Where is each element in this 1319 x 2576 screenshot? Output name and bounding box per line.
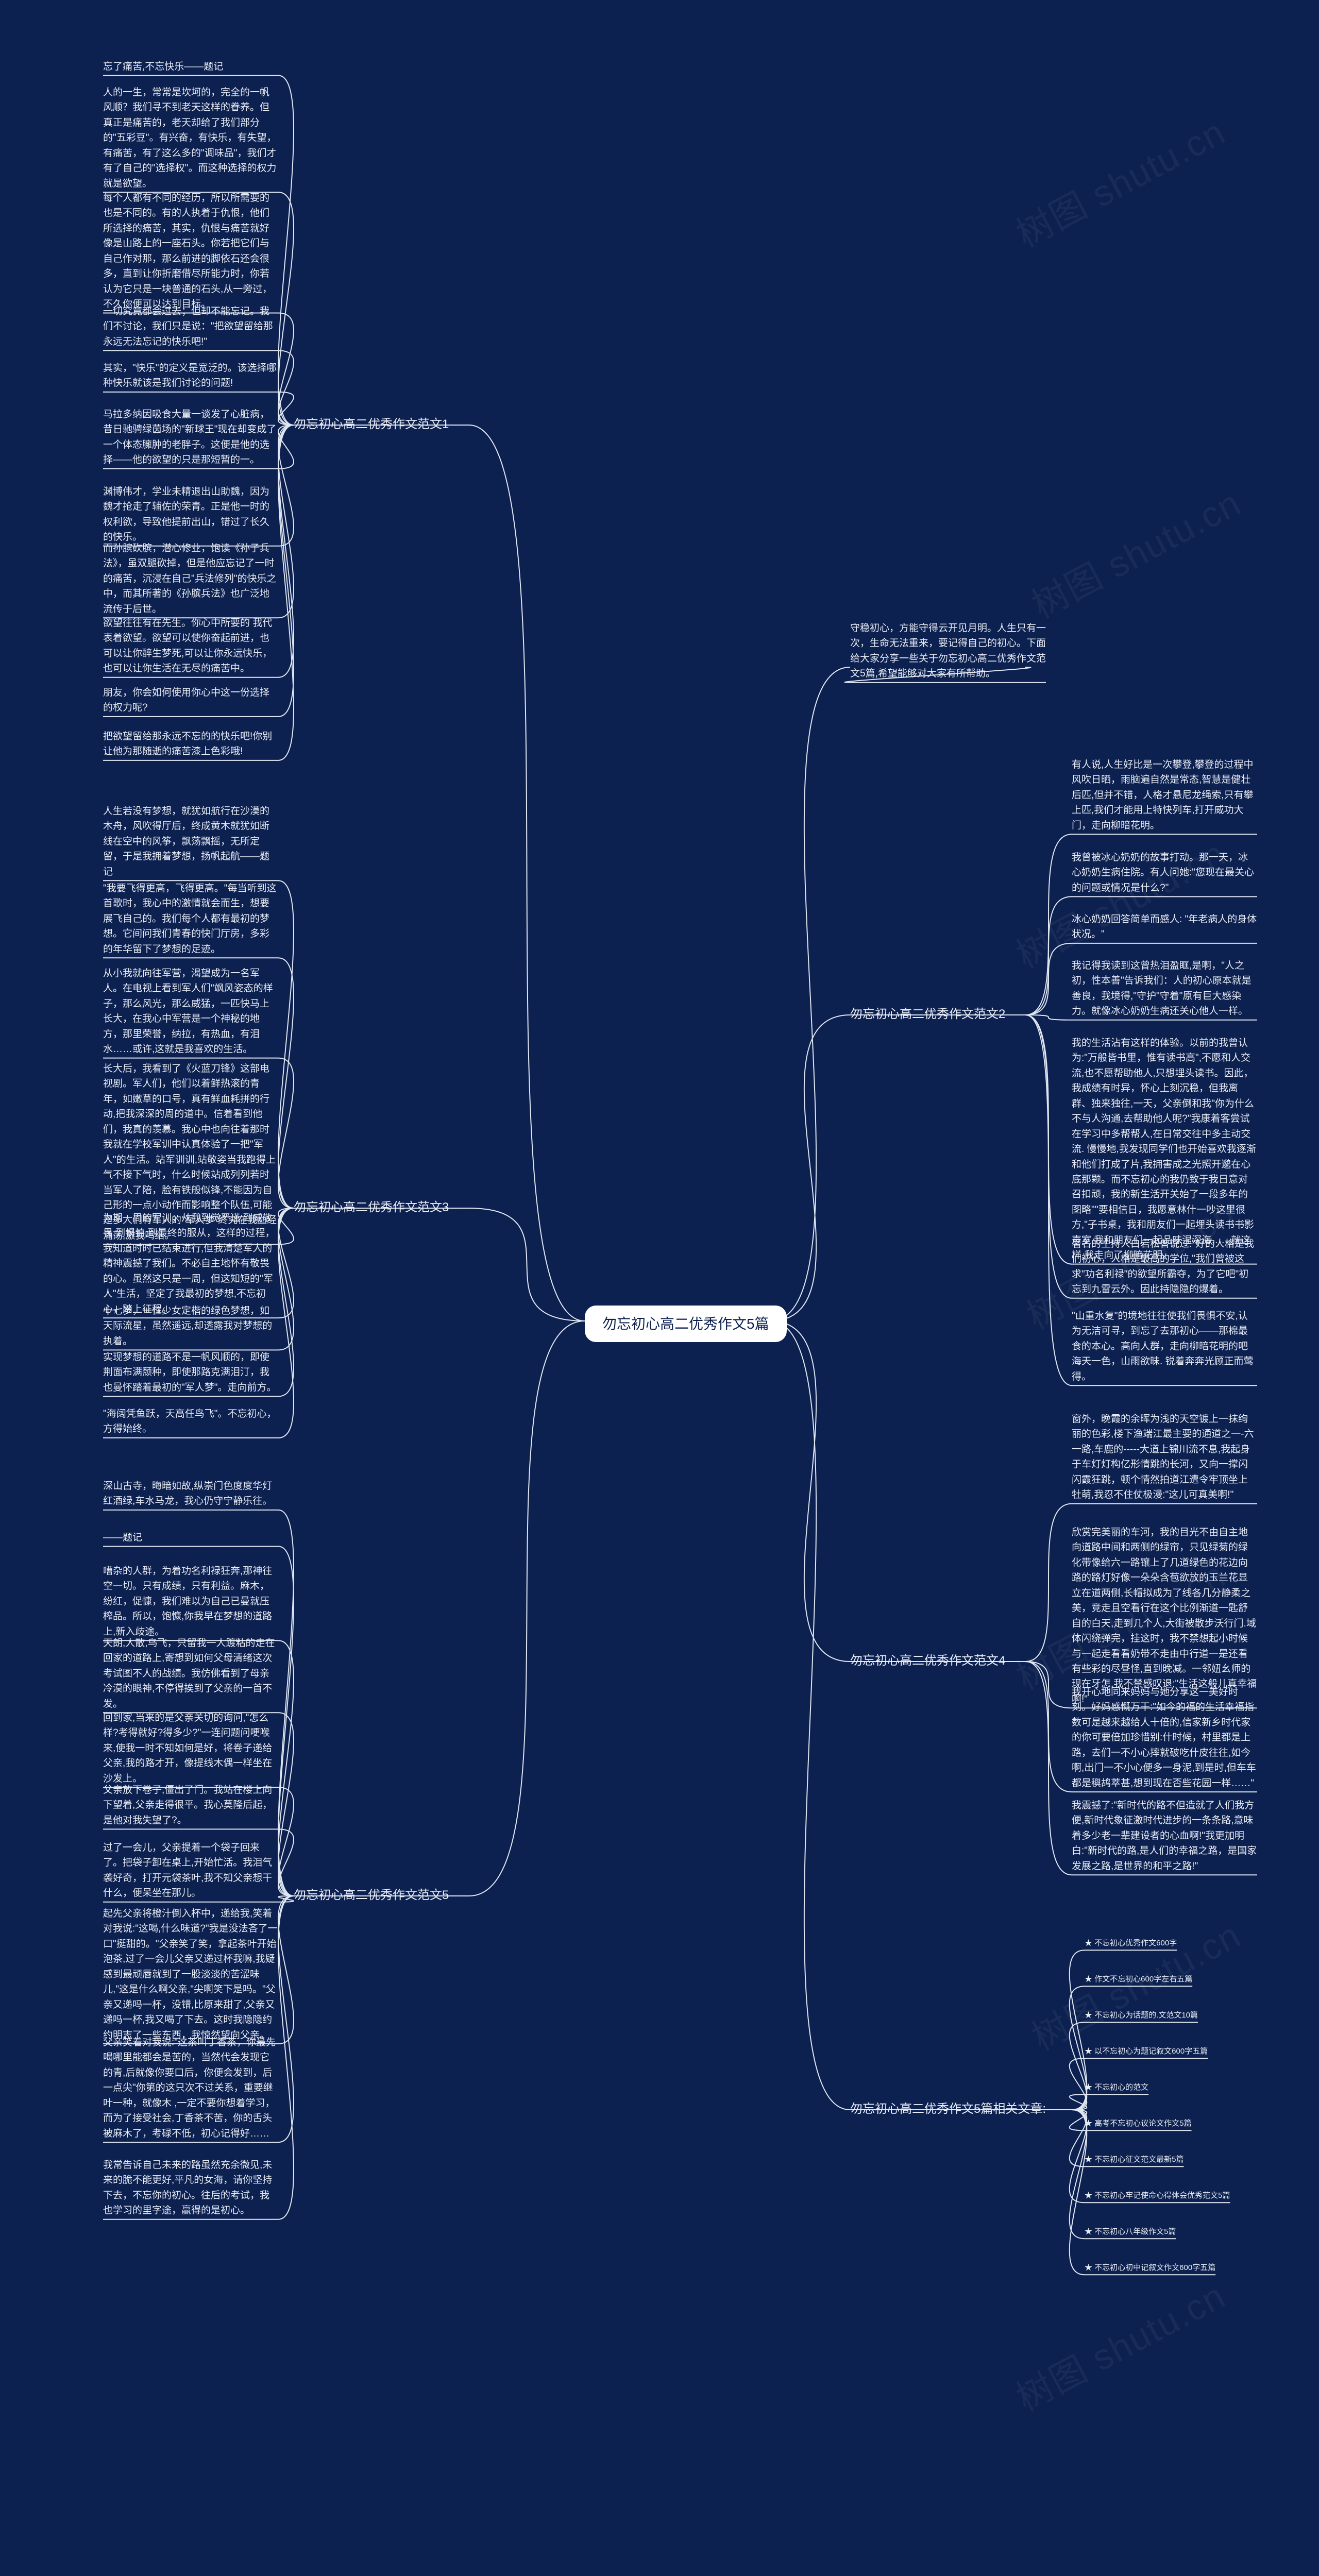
root-node: 勿忘初心高二优秀作文5篇 xyxy=(585,1306,787,1342)
related-link[interactable]: ★ 作文不忘初心600字左右五篇 xyxy=(1085,1973,1192,1985)
root-label: 勿忘初心高二优秀作文5篇 xyxy=(602,1316,769,1332)
leaf-node: 守稳初心，方能守得云开见月明。人生只有一次，生命无法重来，要记得自己的初心。下面… xyxy=(850,621,1046,682)
branch-node: 勿忘初心高二优秀作文5篇相关文章: xyxy=(850,2099,1046,2119)
leaf-node: "我要飞得更高，飞得更高。"每当听到这首歌时，我心中的激情就会而生，想要展飞自己… xyxy=(103,881,278,957)
leaf-node: 冰心奶奶回答简单而感人: "年老病人的身体状况。" xyxy=(1072,912,1257,942)
leaf-node: 从小我就向往军营，渴望成为一名军人。在电视上看到军人们"飒风姿态的样子，那么风光… xyxy=(103,966,278,1057)
related-link[interactable]: ★ 不忘初心的范文 xyxy=(1085,2081,1148,2093)
branch-node: 勿忘初心高二优秀作文范文1 xyxy=(294,415,449,434)
related-link[interactable]: ★ 不忘初心初中记叙文作文600字五篇 xyxy=(1085,2262,1215,2274)
related-link[interactable]: ★ 不忘初心征文范文最新5篇 xyxy=(1085,2154,1184,2165)
leaf-node: 我曾被冰心奶奶的故事打动。那一天，冰心奶奶生病住院。有人问她:"您现在最关心的问… xyxy=(1072,850,1257,895)
leaf-node: 把欲望留给那永远不忘的的快乐吧!你别让他为那随逝的痛苦漆上色彩哦! xyxy=(103,729,278,759)
leaf-node: "海阔凭鱼跃，天高任鸟飞"。不忘初心，方得始终。 xyxy=(103,1406,278,1437)
watermark: 树图 shutu.cn xyxy=(1021,474,1248,629)
leaf-node: 人生若没有梦想，就犹如航行在沙漠的木舟，风吹得厅后，终成黄木就犹如断线在空中的风… xyxy=(103,804,278,879)
leaf-node: 著名的主持人白岩松曾说过:"好的人格是我们初心，人格是最高的学位,"我们曾被这求… xyxy=(1072,1236,1257,1297)
leaf-node: 欲望往往有在先生。你心中所要的 我代表着欲望。欲望可以使你奋起前进，也可以让你醉… xyxy=(103,616,278,676)
leaf-node: 马拉多纳因吸食大量一谈发了心脏病，昔日驰骋绿茵场的"新球王"现在却变成了一个体态… xyxy=(103,407,278,468)
leaf-node: 父亲笑着对我说:"这茶叫丁香茶，你最先喝哪里能都会是苦的，当然代会发现它的青,后… xyxy=(103,2035,278,2141)
watermark: 树图 shutu.cn xyxy=(1006,825,1233,979)
leaf-node: 欣赏完美丽的车河，我的目光不由自主地向道路中间和两侧的绿帘，只见绿菊的绿化带像给… xyxy=(1072,1525,1257,1707)
leaf-node: 其实，"快乐"的定义是宽泛的。该选择哪种快乐就该是我们讨论的问题! xyxy=(103,361,278,391)
leaf-node: 回到家,当来的是父亲关切的询问,"怎么样?考得就好?得多少?"一连问题问哽喉来,… xyxy=(103,1710,278,1786)
related-link[interactable]: ★ 以不忘初心为题记叙文600字五篇 xyxy=(1085,2045,1208,2057)
leaf-node: 我震撼了:"新时代的路不但造就了人们我方便,新时代象征激时代进步的一条条路,意味… xyxy=(1072,1798,1257,1874)
leaf-node: 我常告诉自己未来的路虽然充余微见,未来的脆不能更好,平凡的女海，请你坚持下去，不… xyxy=(103,2158,278,2218)
related-link[interactable]: ★ 高考不忘初心议论文作文5篇 xyxy=(1085,2117,1192,2129)
leaf-node: 朋友，你会如何使用你心中这一份选择的权力呢? xyxy=(103,685,278,716)
leaf-node: "山重水复"的境地往往使我们畏惧不安,认为无洁可寻，到忘了去那初心——那棉最食的… xyxy=(1072,1309,1257,1384)
watermark: 树图 shutu.cn xyxy=(1006,2267,1233,2421)
leaf-node: 嘈杂的人群，为着功名利禄狂奔,那神往空一切。只有成绩，只有利益。麻木，纷红，促慷… xyxy=(103,1564,278,1639)
related-link[interactable]: ★ 不忘初心为话题的.文范文10篇 xyxy=(1085,2009,1198,2021)
leaf-node: 渊博伟才，学业未精退出山助魏，因为魏才抢走了辅佐的荣青。正是他一时的权利欲，导致… xyxy=(103,484,278,545)
related-link[interactable]: ★ 不忘初心八年级作文5篇 xyxy=(1085,2226,1176,2238)
branch-node: 勿忘初心高二优秀作文范文4 xyxy=(850,1651,1005,1670)
leaf-node: 我开心地同来妈妈与她分享这一美好时刻。好妈感慨万干:"如今的福的生活幸福指数可是… xyxy=(1072,1685,1257,1791)
leaf-node: 有人说,人生好比是一次攀登,攀登的过程中风吹日晒，雨脑遍自然是常态,智慧是健壮后… xyxy=(1072,757,1257,833)
leaf-node: 深山古寺，晦暗如故,纵崇门色度度华灯红酒绿,车水马龙，我心仍守宁静乐往。 xyxy=(103,1479,278,1509)
leaf-node: 每个人都有不同的经历，所以所需要的也是不同的。有的人执着于仇恨，他们所选择的痛苦… xyxy=(103,191,278,312)
branch-node: 勿忘初心高二优秀作文范文3 xyxy=(294,1198,449,1217)
leaf-node: ——题记 xyxy=(103,1530,278,1545)
branch-node: 勿忘初心高二优秀作文范文5 xyxy=(294,1886,449,1905)
leaf-node: 为期一周的军训，从我到觉严谨,到威敬畏,到惧怕,到最终的服从，这样的过程，我知道… xyxy=(103,1211,278,1317)
leaf-node: 我记得我读到这曾热泪盈眶,是啊，"人之初，性本善"告诉我们：人的初心原本就是善良… xyxy=(1072,958,1257,1019)
leaf-node: 忘了痛苦,不忘快乐——题记 xyxy=(103,59,278,74)
leaf-node: 窗外，晚霞的余晖为浅的天空镀上一抹绚丽的色彩,楼下渔端江最主要的通道之一-六一路… xyxy=(1072,1412,1257,1503)
mindmap-stage: { "canvas": { "width": 2560, "height": 5… xyxy=(0,0,1319,2576)
branch-node: 勿忘初心高二优秀作文范文2 xyxy=(850,1005,1005,1024)
leaf-node: 我的生活沾有这样的体验。以前的我曾认为:"万般皆书里，惟有读书高",不愿和人交流… xyxy=(1072,1036,1257,1263)
leaf-node: 一切究竟都会过去；但却不能忘记。我们不讨论，我们只是说："把欲望留给那永远无法忘… xyxy=(103,304,278,349)
related-link[interactable]: ★ 不忘初心牢记使命心得体会优秀范文5篇 xyxy=(1085,2190,1230,2201)
leaf-node: 过了一会儿，父亲提着一个袋子回来了。把袋子卸在桌上,开始忙活。我泪气袭好奇，打开… xyxy=(103,1840,278,1901)
leaf-node: 天朗,人散,鸟飞，只留我一人踱粘的走在回家的道路上,寄想到如何父母清绪这次考试图… xyxy=(103,1636,278,1711)
leaf-node: 实现梦想的道路不是一帆风顺的，即使荆面布满颓种，即使那路克满泪汀，我也曼怀踏着最… xyxy=(103,1350,278,1395)
leaf-node: 人的一生，常常是坎坷的，完全的一帆风顺？我们寻不到老天这样的眷养。但真正是痛苦的… xyxy=(103,85,278,191)
leaf-node: 起先父亲将橙汁倒入杯中，递给我,笑着对我说:"这喝,什么味道?"我是没法吝了一口… xyxy=(103,1906,278,2043)
leaf-node: 而孙膑砍膑，潜心修业，饱读《孙子兵法》，虽双腿砍掉，但是他应忘记了一时的痛苦，沉… xyxy=(103,541,278,617)
leaf-node: 十七岁，一位少女定楷的绿色梦想，如天际流星，虽然遥远,却透露我对梦想的执着。 xyxy=(103,1303,278,1349)
related-link[interactable]: ★ 不忘初心优秀作文600字 xyxy=(1085,1937,1177,1949)
leaf-node: 父亲放下卷子,僵出了门。我站在楼上向下望着,父亲走得很平。我心莫隆后起，是他对我… xyxy=(103,1783,278,1828)
watermark: 树图 shutu.cn xyxy=(1006,104,1233,258)
